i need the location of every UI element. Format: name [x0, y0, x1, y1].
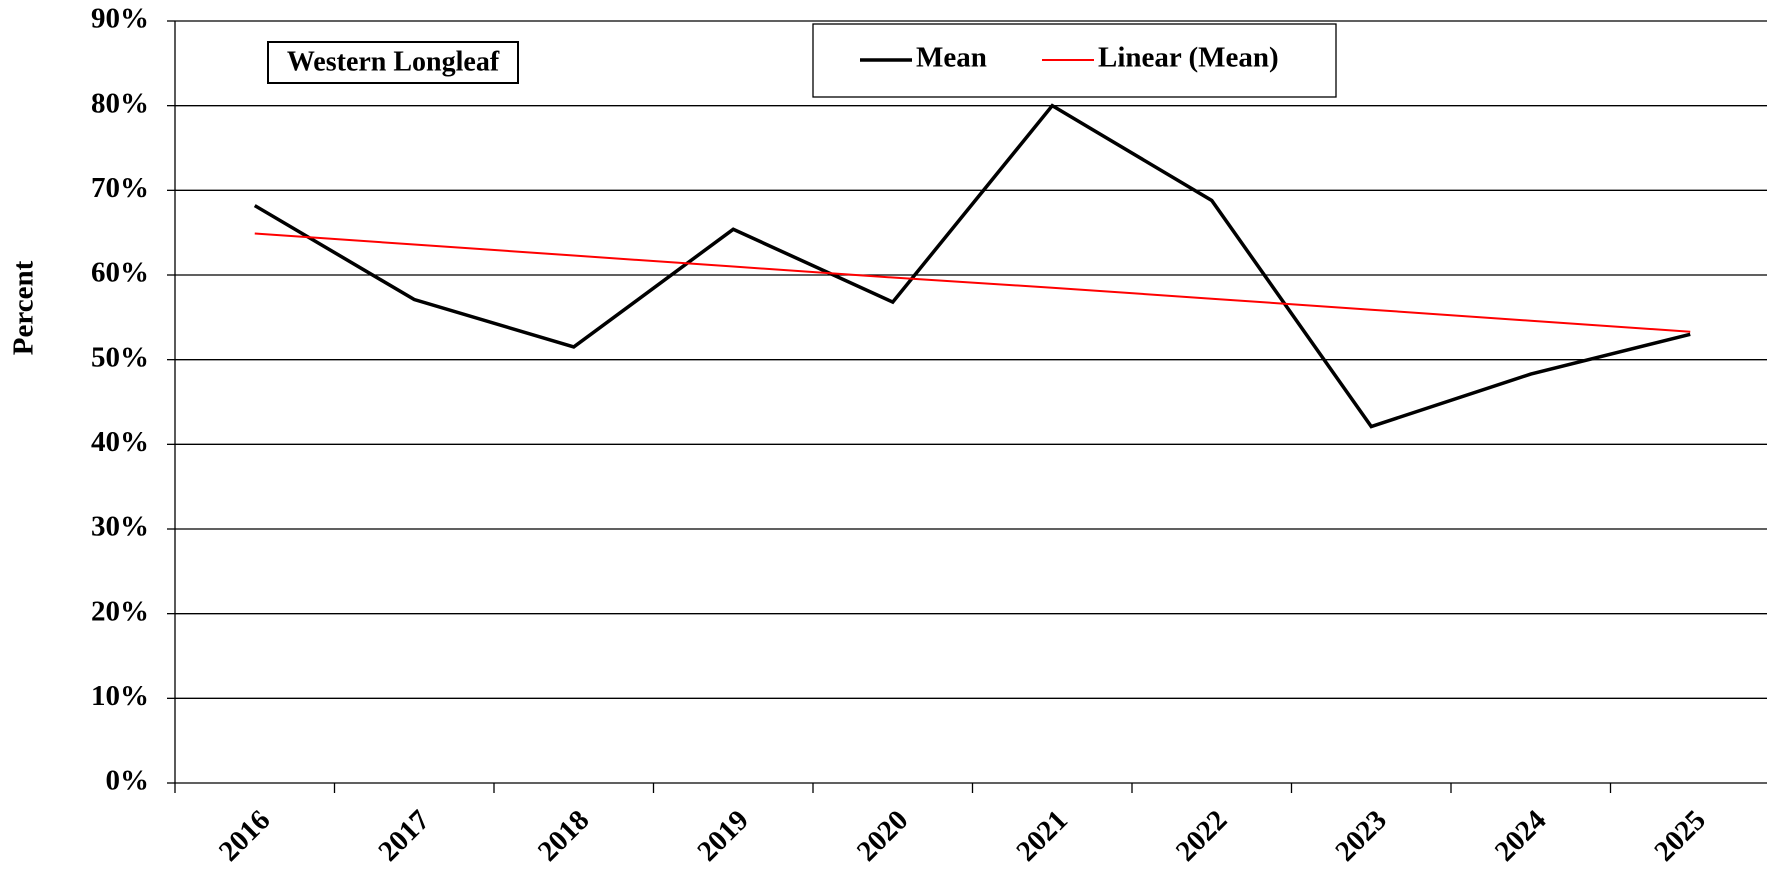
y-tick-label: 20% — [91, 595, 149, 627]
legend-label: Linear (Mean) — [1098, 42, 1279, 74]
x-tick-label: 2016 — [213, 804, 277, 868]
x-tick-label: 2024 — [1489, 804, 1553, 868]
y-tick-label: 80% — [91, 87, 149, 119]
y-tick-label: 30% — [91, 511, 149, 543]
x-tick-label: 2022 — [1170, 804, 1234, 868]
y-tick-label: 0% — [106, 765, 150, 797]
y-tick-label: 60% — [91, 257, 149, 289]
x-tick-label: 2025 — [1648, 804, 1712, 868]
legend-label: Mean — [916, 42, 987, 74]
series-line — [253, 103, 1691, 429]
y-axis-label: Percent — [8, 260, 40, 355]
y-tick-label: 40% — [91, 426, 149, 458]
x-tick-label: 2020 — [851, 804, 915, 868]
annotation-box — [267, 41, 519, 84]
x-tick-label: 2019 — [691, 804, 755, 868]
y-tick-label: 50% — [91, 341, 149, 373]
series-line — [254, 232, 1691, 333]
y-tick-label: 70% — [91, 172, 149, 204]
annotation: Western Longleaf — [287, 46, 500, 77]
y-tick-label: 10% — [91, 680, 149, 712]
x-tick-label: 2017 — [372, 804, 436, 868]
x-tick-label: 2018 — [532, 804, 596, 868]
x-tick-label: 2023 — [1329, 804, 1393, 868]
x-tick-label: 2021 — [1010, 804, 1074, 868]
y-tick-label: 90% — [91, 3, 149, 35]
